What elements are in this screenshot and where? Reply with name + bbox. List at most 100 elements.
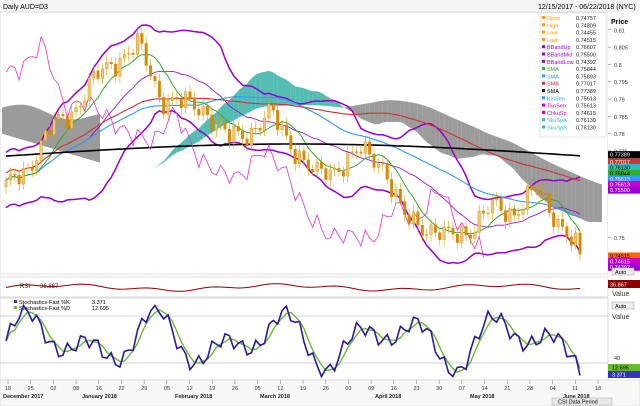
price-value-tag-text: 0.74515 bbox=[610, 254, 630, 260]
stoch-d-swatch bbox=[14, 306, 17, 309]
candle-body bbox=[57, 114, 61, 120]
cloud-bearish-segment bbox=[514, 143, 519, 176]
candle-body bbox=[149, 65, 153, 77]
candle-body bbox=[477, 210, 481, 233]
stoch-d-series bbox=[5, 308, 581, 374]
candle-body bbox=[442, 226, 446, 240]
candle-body bbox=[565, 226, 569, 238]
candle-body bbox=[521, 209, 525, 215]
legend-label: SkuSpB bbox=[547, 126, 567, 132]
cloud-bullish-segment bbox=[295, 86, 300, 106]
month-label: April 2018 bbox=[375, 394, 401, 400]
stoch-d-tag-text: 12.695 bbox=[612, 366, 629, 372]
candle-body bbox=[355, 151, 358, 153]
candle-body bbox=[280, 124, 284, 131]
candle-body bbox=[578, 232, 582, 255]
legend-swatch bbox=[542, 118, 545, 122]
cloud-bullish-segment bbox=[260, 71, 265, 108]
price-value-tag bbox=[608, 158, 640, 166]
legend-label: SMA bbox=[547, 67, 559, 73]
legend-label: SMA bbox=[547, 89, 559, 95]
cloud-bullish-segment bbox=[220, 103, 226, 128]
candle-body bbox=[574, 232, 578, 246]
time-tick-label: 16 bbox=[391, 386, 397, 392]
candle-body bbox=[157, 80, 161, 98]
candle-body bbox=[385, 163, 389, 180]
cloud-bearish-segment bbox=[509, 141, 515, 170]
stoch-tick-40: 40 bbox=[614, 356, 620, 362]
time-tick-label: 18 bbox=[5, 386, 11, 392]
candle-body bbox=[333, 168, 337, 171]
candle-body bbox=[350, 151, 354, 153]
price-value-tag-text: 0.76130 bbox=[610, 166, 630, 172]
legend-label: TknSen bbox=[547, 104, 566, 110]
candle-body bbox=[135, 33, 139, 55]
auto-button-rsi[interactable] bbox=[611, 301, 635, 310]
legend-swatch bbox=[542, 110, 545, 114]
cloud-bearish-segment bbox=[435, 109, 440, 152]
candle-body bbox=[464, 226, 468, 236]
auto-button-price[interactable] bbox=[611, 267, 635, 276]
time-tick-label: 30 bbox=[436, 386, 442, 392]
legend-label: SMA bbox=[547, 74, 559, 80]
time-tick-label: 21 bbox=[504, 386, 510, 392]
legend-value: 0.75613 bbox=[576, 104, 596, 110]
stoch-k-tag-text: 3.371 bbox=[612, 373, 626, 379]
cloud-bullish-segment bbox=[181, 138, 186, 151]
candle-body bbox=[118, 58, 122, 77]
cloud-bullish-segment bbox=[233, 90, 239, 121]
legend-value: 0.75893 bbox=[576, 74, 596, 80]
month-label: March 2018 bbox=[260, 394, 290, 400]
legend-label: BBandMid bbox=[547, 53, 572, 59]
cloud-bearish-segment bbox=[536, 155, 541, 198]
legend-label: Low bbox=[547, 31, 557, 37]
data-period-button[interactable] bbox=[551, 397, 613, 406]
candle-body bbox=[70, 111, 74, 129]
cloud-bullish-segment bbox=[303, 88, 309, 106]
cloud-bearish-segment bbox=[352, 105, 357, 116]
cloud-bearish-segment bbox=[540, 157, 545, 201]
cloud-bearish-segment bbox=[395, 100, 401, 122]
cloud-bearish-segment bbox=[584, 178, 589, 222]
candle-body bbox=[83, 100, 87, 107]
cloud-bearish-segment bbox=[562, 168, 567, 214]
stoch-d-label: Stochastics-Fast %D bbox=[19, 306, 70, 312]
candle-body bbox=[271, 103, 275, 111]
candle-body bbox=[127, 52, 131, 55]
stoch-k-tag bbox=[608, 371, 640, 378]
candle-body bbox=[171, 97, 174, 101]
time-tick-label: 04 bbox=[550, 386, 556, 392]
cloud-bearish-segment bbox=[444, 113, 449, 156]
chart-title: Daily AUD=D3 bbox=[3, 4, 48, 11]
cloud-bearish-segment bbox=[470, 125, 475, 158]
legend-swatch bbox=[542, 103, 545, 107]
sma-green-line bbox=[5, 54, 581, 235]
cloud-bearish-segment bbox=[431, 108, 436, 149]
candle-body bbox=[210, 114, 214, 131]
cloud-bearish-segment bbox=[571, 172, 576, 217]
cloud-bearish-segment bbox=[58, 117, 65, 153]
candle-body bbox=[258, 127, 262, 131]
cloud-bearish-segment bbox=[588, 179, 594, 222]
candle-body bbox=[398, 189, 402, 202]
legend-value: 0.74392 bbox=[576, 60, 596, 66]
time-tick-label: 26 bbox=[323, 386, 329, 392]
candle-body bbox=[30, 167, 34, 171]
candle-body bbox=[232, 126, 236, 143]
legend-swatch bbox=[542, 89, 545, 92]
candle-body bbox=[188, 91, 192, 99]
candle-body bbox=[122, 54, 126, 59]
cloud-bullish-segment bbox=[339, 103, 344, 108]
candle-body bbox=[197, 109, 201, 116]
price-value-tag bbox=[608, 180, 640, 189]
candle-body bbox=[337, 168, 341, 172]
candle-body bbox=[201, 105, 205, 116]
cloud-bearish-segment bbox=[409, 102, 414, 130]
cloud-bullish-segment bbox=[321, 92, 326, 107]
legend-swatch bbox=[542, 16, 545, 19]
cloud-bullish-segment bbox=[312, 91, 318, 106]
legend-value: 0.75613 bbox=[576, 96, 596, 102]
candle-body bbox=[482, 210, 486, 214]
stoch-d-tag bbox=[608, 364, 640, 371]
